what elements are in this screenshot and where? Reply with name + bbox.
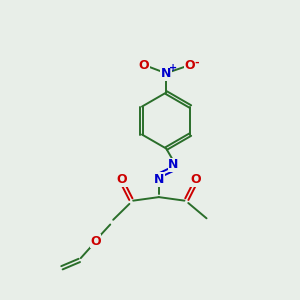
Text: N: N bbox=[168, 158, 179, 171]
Text: O: O bbox=[90, 235, 101, 248]
Text: O: O bbox=[190, 173, 201, 186]
Text: O: O bbox=[184, 59, 195, 72]
Text: N: N bbox=[154, 173, 164, 186]
Text: -: - bbox=[194, 58, 199, 68]
Text: O: O bbox=[139, 59, 149, 72]
Text: +: + bbox=[169, 63, 177, 73]
Text: N: N bbox=[161, 67, 171, 80]
Text: O: O bbox=[117, 173, 127, 186]
